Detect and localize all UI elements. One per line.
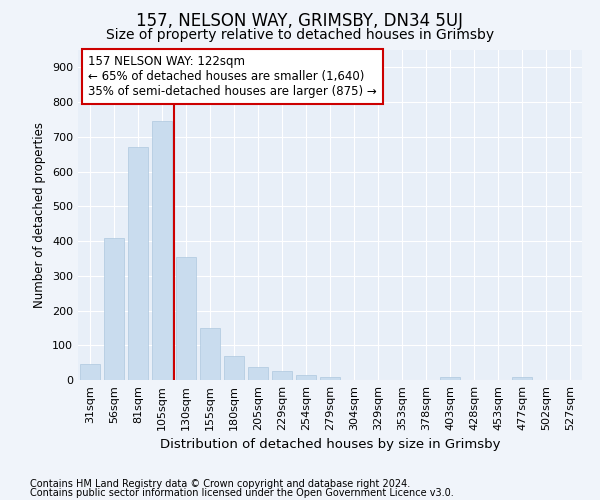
Bar (128, 148, 148, 380)
Bar (200, 328, 220, 380)
Bar (104, 238, 124, 380)
Text: Contains public sector information licensed under the Open Government Licence v3: Contains public sector information licen… (30, 488, 454, 498)
Bar (152, 121, 172, 380)
Text: Size of property relative to detached houses in Grimsby: Size of property relative to detached ho… (106, 28, 494, 42)
Text: 157 NELSON WAY: 122sqm
← 65% of detached houses are smaller (1,640)
35% of semi-: 157 NELSON WAY: 122sqm ← 65% of detached… (88, 55, 377, 98)
Bar (320, 377, 340, 380)
Text: 157, NELSON WAY, GRIMSBY, DN34 5UJ: 157, NELSON WAY, GRIMSBY, DN34 5UJ (137, 12, 464, 30)
Bar (296, 375, 316, 380)
Bar (512, 377, 532, 380)
Bar (248, 368, 268, 380)
Bar (272, 370, 292, 380)
Text: Contains HM Land Registry data © Crown copyright and database right 2024.: Contains HM Land Registry data © Crown c… (30, 479, 410, 489)
X-axis label: Distribution of detached houses by size in Grimsby: Distribution of detached houses by size … (160, 438, 500, 452)
Y-axis label: Number of detached properties: Number of detached properties (34, 122, 46, 308)
Bar (224, 356, 244, 380)
Bar (176, 256, 196, 380)
Bar (80, 364, 100, 380)
Bar (440, 377, 460, 380)
